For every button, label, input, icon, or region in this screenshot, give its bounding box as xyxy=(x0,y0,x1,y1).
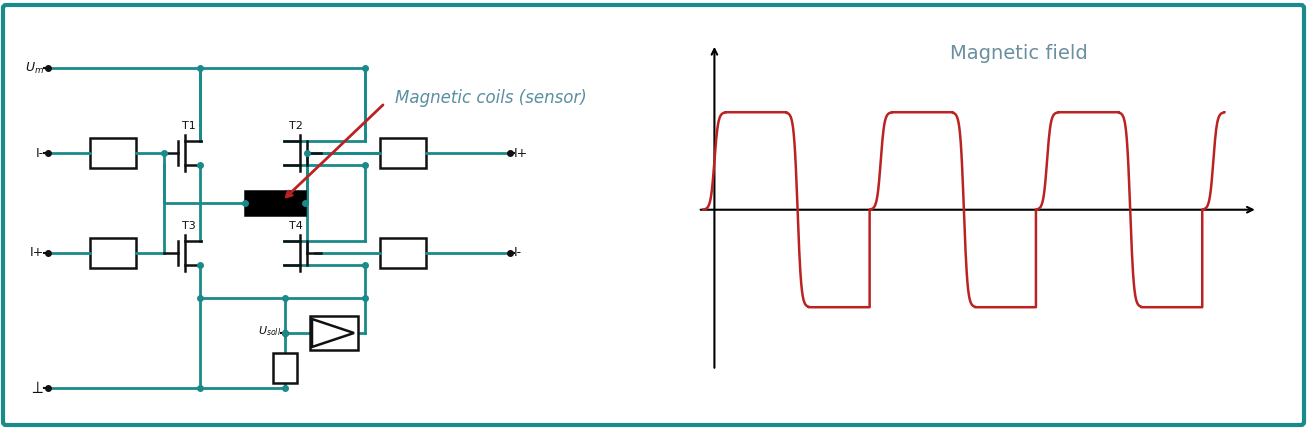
Text: T2: T2 xyxy=(289,121,303,131)
Text: T3: T3 xyxy=(182,221,196,231)
Text: T4: T4 xyxy=(289,221,303,231)
Bar xyxy=(381,238,426,268)
Bar xyxy=(381,138,426,168)
Text: I-: I- xyxy=(35,146,44,160)
Text: $\perp$: $\perp$ xyxy=(27,379,44,397)
Bar xyxy=(90,238,136,268)
Text: I+: I+ xyxy=(514,146,528,160)
Text: $U_{soll}$: $U_{soll}$ xyxy=(258,324,281,338)
Bar xyxy=(90,138,136,168)
Bar xyxy=(245,191,305,215)
Bar xyxy=(273,353,297,383)
Polygon shape xyxy=(313,319,354,347)
FancyBboxPatch shape xyxy=(3,5,1304,425)
Bar xyxy=(310,316,358,350)
Text: Magnetic field: Magnetic field xyxy=(951,44,1088,63)
Text: Magnetic coils (sensor): Magnetic coils (sensor) xyxy=(395,89,587,107)
Text: I+: I+ xyxy=(30,247,44,259)
Text: T1: T1 xyxy=(182,121,196,131)
Text: $U_m$: $U_m$ xyxy=(25,60,44,76)
Text: I-: I- xyxy=(514,247,522,259)
